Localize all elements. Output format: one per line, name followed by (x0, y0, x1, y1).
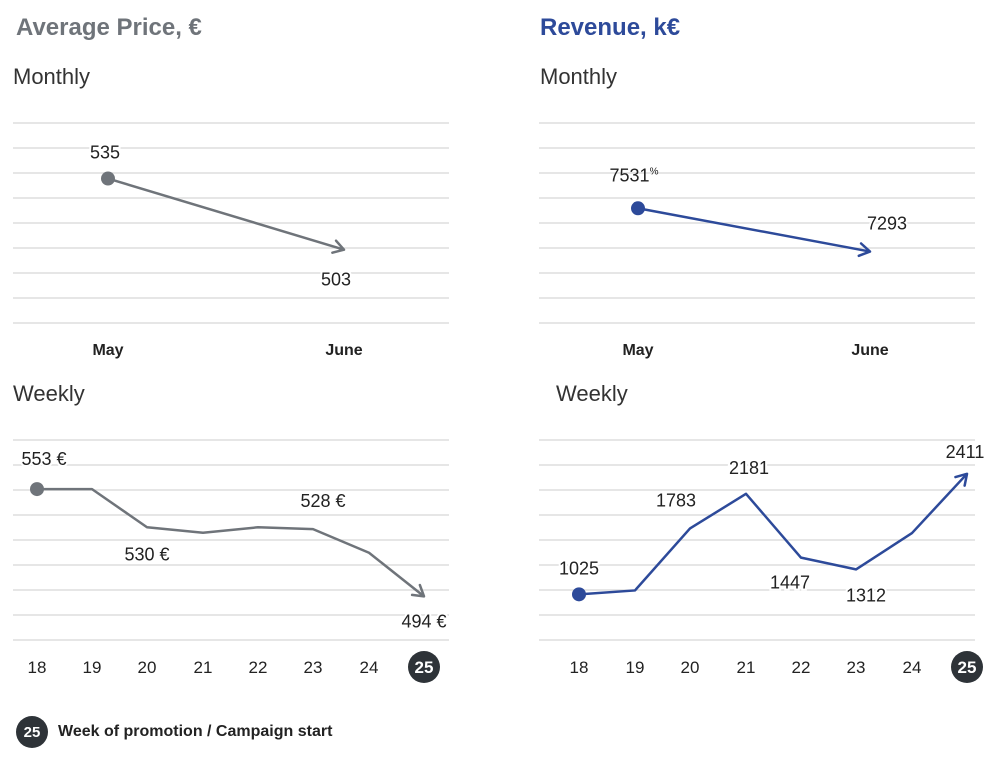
price-monthly-tick-label: June (325, 342, 362, 359)
price-panel-title: Average Price, € (16, 14, 202, 41)
price-weekly-tick-label: 22 (249, 658, 268, 677)
price-weekly-series-line (37, 487, 425, 598)
price-weekly-data-label: 528 € (300, 491, 345, 511)
revenue-weekly-tick-label: 23 (847, 658, 866, 677)
revenue-weekly-data-label: 2181 (729, 458, 769, 478)
revenue-weekly-series-line (578, 472, 968, 596)
revenue-weekly-tick-label: 21 (737, 658, 756, 677)
price-monthly-tick-label: May (92, 342, 123, 359)
revenue-weekly-start-point (572, 587, 586, 602)
revenue-weekly-tick-label: 24 (903, 658, 922, 677)
price-weekly-data-label: 494 € (401, 611, 446, 631)
revenue-weekly-tick-label: 19 (626, 658, 645, 677)
price-weekly-end-arrow (410, 583, 426, 598)
revenue-weekly-data-label: 1025 (559, 558, 599, 578)
revenue-monthly-start-point (631, 201, 645, 216)
revenue-monthly-data-label: 7531% (610, 165, 659, 185)
price-weekly-subtitle: Weekly (13, 381, 85, 406)
price-weekly-tick-label: 21 (194, 658, 213, 677)
legend: 25 Week of promotion / Campaign start (16, 716, 332, 748)
revenue-monthly-end-arrow (857, 242, 872, 258)
price-weekly-data-label: 553 € (21, 449, 66, 469)
revenue-weekly-end-arrow (954, 472, 969, 487)
price-monthly-subtitle: Monthly (13, 64, 91, 89)
price-monthly-data-label: 535 (90, 143, 120, 163)
price-weekly-highlight-badge (408, 651, 440, 683)
revenue-weekly-subtitle: Weekly (556, 381, 628, 406)
price-weekly-tick-label: 23 (304, 658, 323, 677)
price-monthly-series-line (107, 177, 345, 251)
price-monthly-start-point (101, 171, 115, 186)
price-weekly-tick-label: 25 (415, 658, 434, 677)
revenue-weekly-tick-label: 25 (958, 658, 977, 677)
revenue-panel-title: Revenue, k€ (540, 14, 681, 41)
price-monthly-end-arrow (331, 239, 346, 254)
revenue-weekly-data-label: 2411 (946, 442, 985, 462)
revenue-weekly-data-label: 1447 (770, 573, 810, 593)
revenue-monthly-data-label: 7293 (867, 214, 907, 234)
revenue-monthly-subtitle: Monthly (540, 64, 618, 89)
revenue-weekly-data-label: 1312 (846, 585, 886, 605)
price-weekly-tick-label: 24 (360, 658, 379, 677)
revenue-monthly-tick-label: June (851, 342, 888, 359)
price-monthly-data-label: 503 (321, 270, 351, 290)
legend-badge: 25 (16, 716, 48, 748)
revenue-weekly-tick-label: 18 (570, 658, 589, 677)
price-weekly-start-point (30, 482, 44, 497)
revenue-weekly-data-label: 1783 (656, 490, 696, 510)
price-weekly-tick-label: 19 (83, 658, 102, 677)
legend-text: Week of promotion / Campaign start (58, 723, 333, 740)
revenue-monthly-series-line (637, 207, 871, 253)
price-weekly-tick-label: 18 (28, 658, 47, 677)
revenue-weekly-tick-label: 20 (681, 658, 700, 677)
revenue-weekly-highlight-badge (951, 651, 983, 683)
revenue-monthly-tick-label: May (622, 342, 653, 359)
revenue-weekly-tick-label: 22 (792, 658, 811, 677)
price-weekly-tick-label: 20 (138, 658, 157, 677)
price-weekly-data-label: 530 € (124, 544, 169, 564)
